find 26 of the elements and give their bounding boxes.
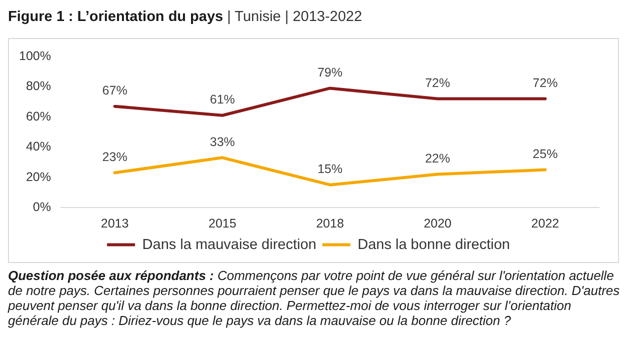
y-tick-label: 40% [26,140,51,154]
text: Question posée aux répondants : Commençons par votre point de vue général sur l'orientation actuelle de notre pays. Certaines personnes pourraient penser que le pays va dans la mauvaise direction. D'autres peuvent penser qu'il va dans la bonne direction. Permettez-moi de vous interroger sur l’orientation générale du pays : Diriez-vous que le pays va dans la mauvaise ou la bonne direction ? [8,268,621,328]
data-label: 72% [425,76,450,90]
y-tick-label: 20% [26,170,51,184]
data-label: 33% [210,134,235,149]
legend-label: Dans la bonne direction [358,236,510,253]
data-label: 23% [102,150,128,164]
y-tick-label: 60% [26,109,51,124]
data-label: 67% [102,84,128,98]
chart-subtitle: | Tunisie | 2013-2022 [226,9,362,25]
data-label: 15% [317,162,343,176]
y-tick-label: 100% [19,48,51,63]
data-label: 25% [532,146,558,161]
y-tick-label: 80% [26,79,51,94]
x-tick-label: 2013 [100,216,129,230]
chart-title: Figure 1 : L’orientation du pays [8,9,224,25]
data-label: 79% [317,65,343,80]
data-label: 61% [210,92,235,107]
legend-label: Dans la mauvaise direction [142,236,316,253]
x-tick-label: 2018 [316,216,344,230]
data-label: 22% [425,151,450,166]
x-tick-label: 2020 [424,216,452,230]
x-tick-label: 2015 [208,216,236,230]
data-label: 72% [532,76,558,90]
x-tick-label: 2022 [531,216,560,230]
y-tick-label: 0% [32,200,51,214]
